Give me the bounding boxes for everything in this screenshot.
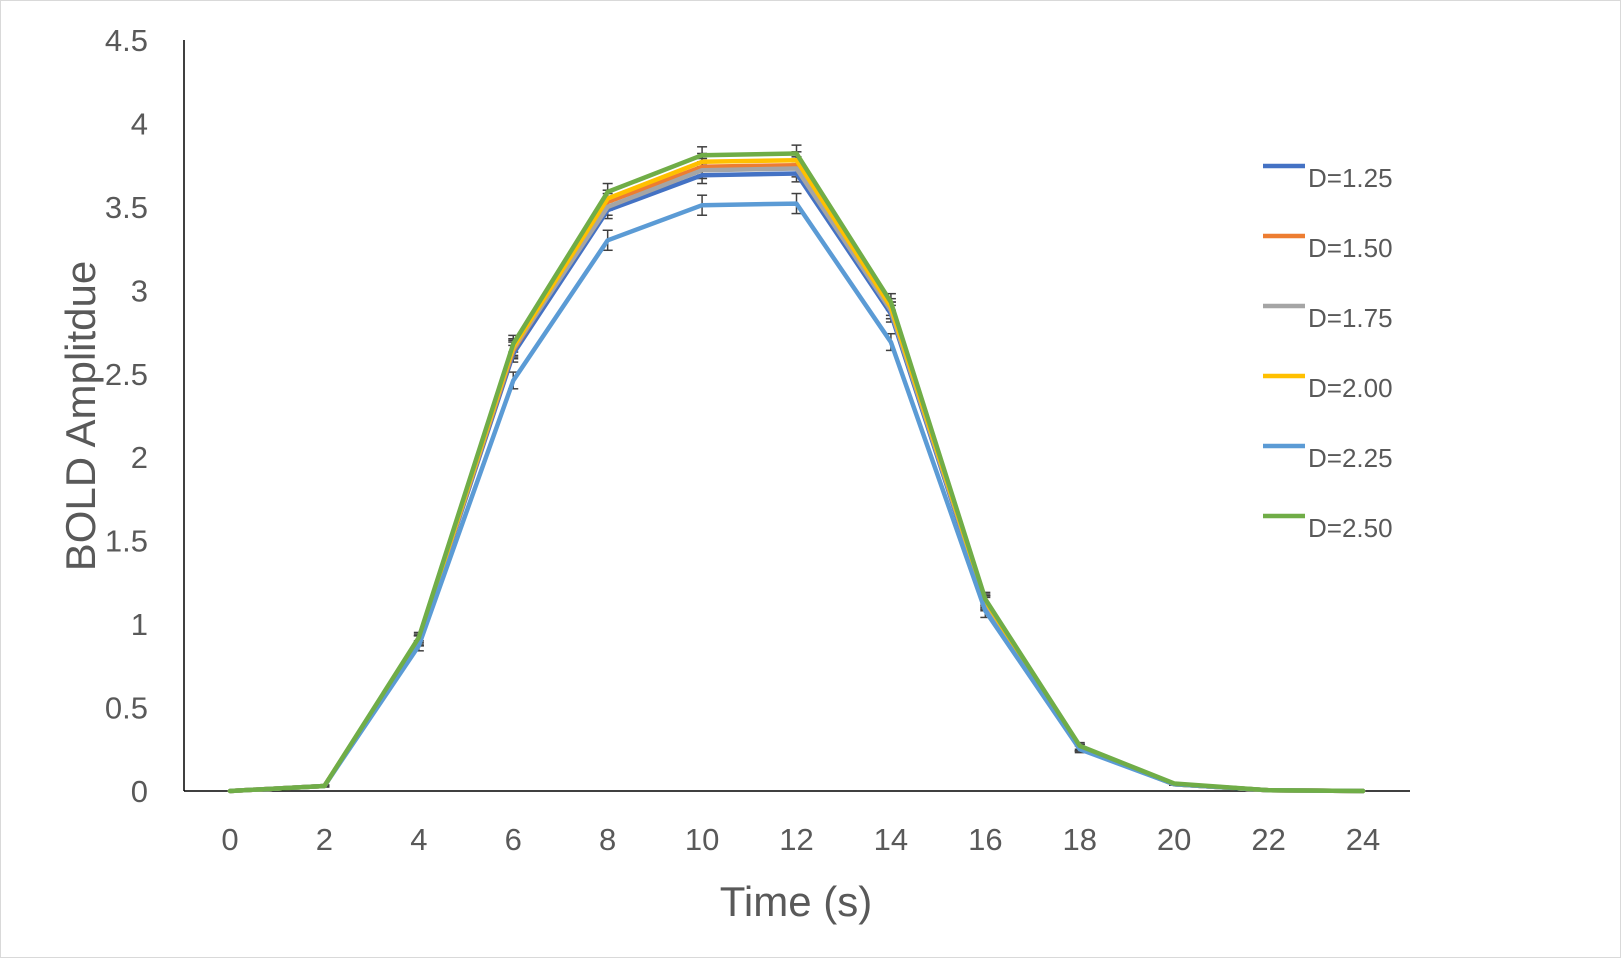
axes: [183, 40, 1410, 792]
x-tick-label: 20: [1157, 822, 1191, 857]
legend-item: D=2.25: [1263, 443, 1393, 473]
legend-item: D=1.75: [1263, 303, 1393, 333]
series-line-d-2-25: [227, 201, 1366, 794]
y-tick-label: 1.5: [105, 524, 148, 559]
series-line-d-2-00: [227, 157, 1366, 794]
x-tick-label: 8: [599, 822, 616, 857]
x-tick-labels: 0 2 4 6 8 10 12 14 16 18 20 22 24: [221, 822, 1380, 857]
y-tick-label: 2: [131, 440, 148, 475]
y-axis-title: BOLD Amplitdue: [57, 261, 104, 572]
x-tick-label: 16: [968, 822, 1002, 857]
x-tick-label: 2: [316, 822, 333, 857]
x-tick-label: 6: [505, 822, 522, 857]
legend-label: D=2.50: [1308, 513, 1393, 543]
x-axis-title: Time (s): [720, 878, 872, 925]
series-lines: [227, 151, 1366, 794]
y-tick-label: 1: [131, 607, 148, 642]
y-tick-label: 3.5: [105, 190, 148, 225]
legend-label: D=2.25: [1308, 443, 1393, 473]
legend-label: D=2.00: [1308, 373, 1393, 403]
series-line-d-1-50: [227, 162, 1366, 794]
x-tick-label: 12: [779, 822, 813, 857]
legend-item: D=2.50: [1263, 513, 1393, 543]
y-tick-label: 4.5: [105, 23, 148, 58]
x-tick-label: 14: [874, 822, 908, 857]
x-tick-label: 4: [410, 822, 427, 857]
legend-label: D=1.50: [1308, 233, 1393, 263]
legend-item: D=1.50: [1263, 233, 1393, 263]
x-tick-label: 18: [1063, 822, 1097, 857]
legend-label: D=1.25: [1308, 163, 1393, 193]
legend: D=1.25 D=1.50 D=1.75 D=2.00 D=2.25 D=2.50: [1263, 163, 1393, 543]
x-tick-label: 24: [1346, 822, 1380, 857]
series-line-d-2-50: [227, 151, 1366, 794]
x-tick-label: 10: [685, 822, 719, 857]
y-tick-label: 4: [131, 106, 148, 141]
legend-item: D=1.25: [1263, 163, 1393, 193]
x-tick-label: 0: [221, 822, 238, 857]
y-tick-label: 2.5: [105, 357, 148, 392]
series-line-d-1-75: [227, 166, 1366, 794]
y-tick-label: 3: [131, 273, 148, 308]
legend-label: D=1.75: [1308, 303, 1393, 333]
legend-item: D=2.00: [1263, 373, 1393, 403]
error-bars: [319, 144, 1180, 788]
series-line-d-1-25: [227, 171, 1366, 794]
x-tick-label: 22: [1251, 822, 1285, 857]
y-tick-labels: 0 0.5 1 1.5 2 2.5 3 3.5 4 4.5: [105, 23, 148, 809]
y-tick-label: 0.5: [105, 691, 148, 726]
y-tick-label: 0: [131, 774, 148, 809]
